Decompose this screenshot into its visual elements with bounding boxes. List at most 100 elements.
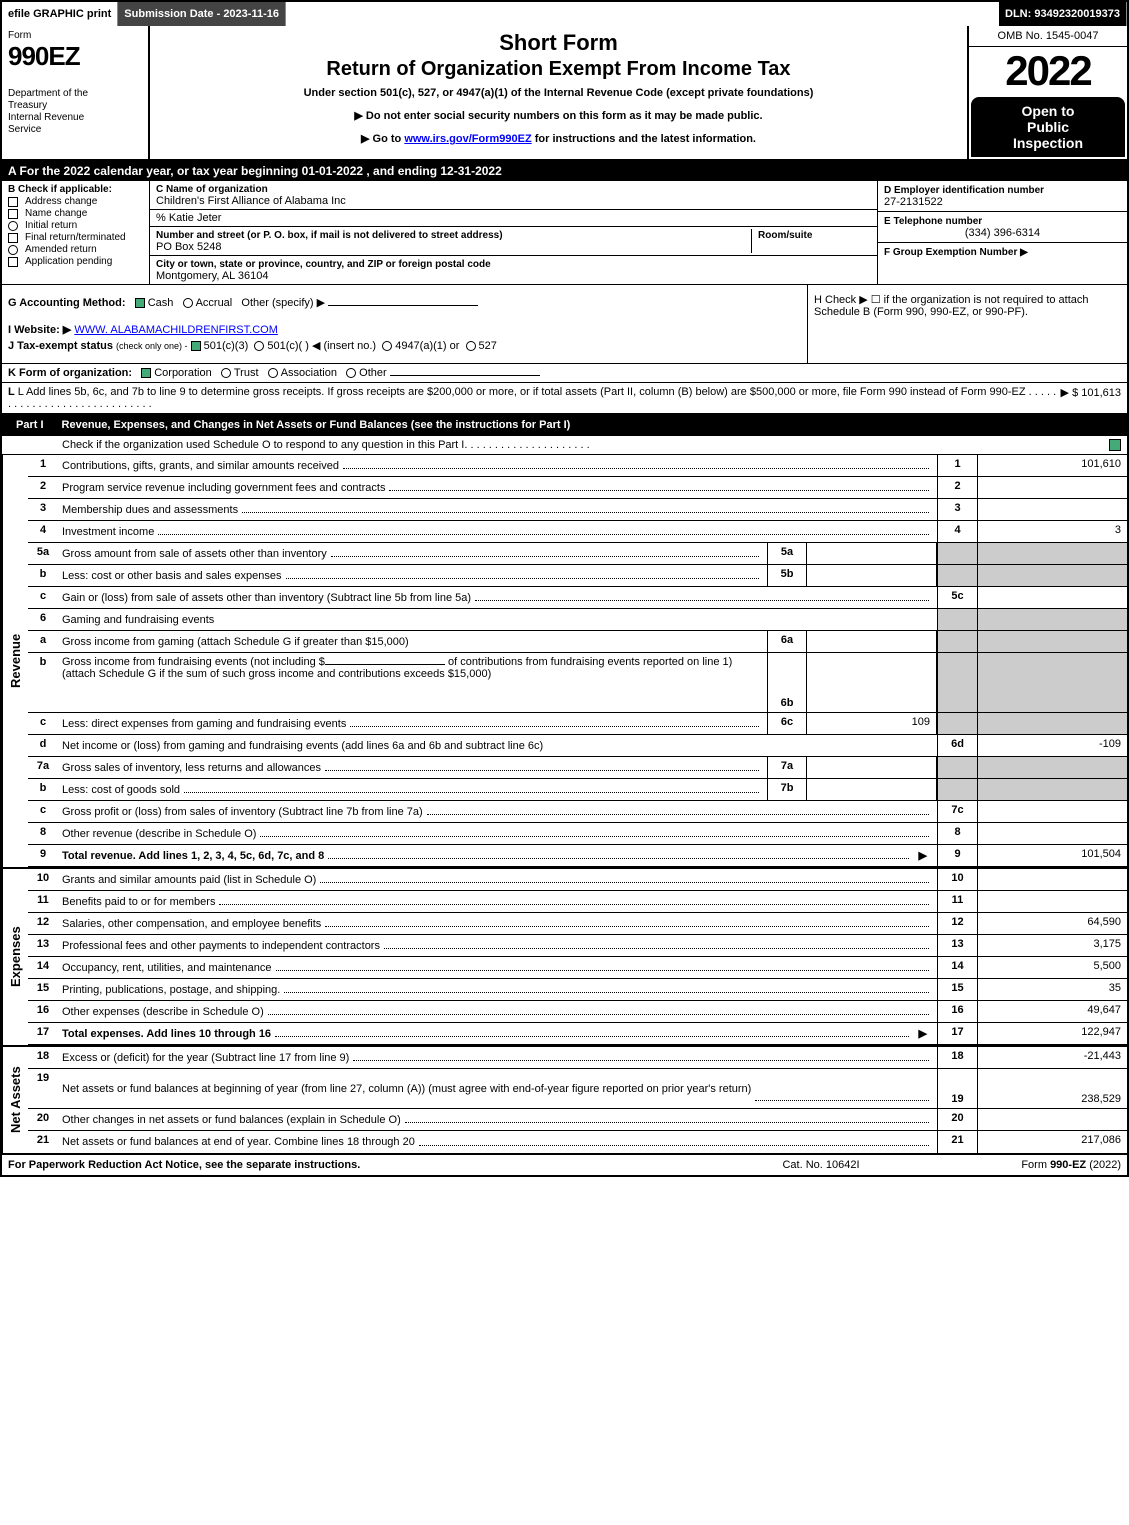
header-center: Short Form Return of Organization Exempt… [150,26,967,159]
net-assets-section: Net Assets 18Excess or (deficit) for the… [2,1045,1127,1153]
chk-association[interactable] [268,368,278,378]
subtitle: Under section 501(c), 527, or 4947(a)(1)… [158,87,959,99]
section-j: J Tax-exempt status (check only one) - 5… [8,339,801,352]
line-11-value [977,891,1127,912]
block-g-h-i-j: G Accounting Method: Cash Accrual Other … [2,285,1127,364]
revenue-side-label: Revenue [2,455,28,867]
line-19-value: 238,529 [977,1069,1127,1108]
dept-label: Department of theTreasuryInternal Revenu… [8,88,142,136]
chk-cash[interactable] [135,298,145,308]
header-left: Form 990EZ Department of theTreasuryInte… [2,26,150,159]
line-16-value: 49,647 [977,1001,1127,1022]
net-assets-side-label: Net Assets [2,1047,28,1153]
line-7c-value [977,801,1127,822]
section-b: B Check if applicable: Address change Na… [2,181,150,284]
ein-label: D Employer identification number [884,185,1044,196]
part-number: Part I [8,417,52,433]
chk-other[interactable] [346,368,356,378]
room-label: Room/suite [758,230,812,241]
dln-label: DLN: 93492320019373 [999,2,1127,26]
line-17-total-expenses: 122,947 [977,1023,1127,1044]
line-20-value [977,1109,1127,1130]
part-title: Revenue, Expenses, and Changes in Net As… [62,419,1121,431]
chk-application-pending[interactable] [8,257,18,267]
line-9-total-revenue: 101,504 [977,845,1127,866]
expenses-section: Expenses 10Grants and similar amounts pa… [2,867,1127,1045]
section-l: L L Add lines 5b, 6c, and 7b to line 9 t… [2,383,1127,414]
line-2-value [977,477,1127,498]
chk-initial-return[interactable] [8,221,18,231]
line-21-value: 217,086 [977,1131,1127,1153]
revenue-section: Revenue 1Contributions, gifts, grants, a… [2,455,1127,867]
footer-form-ref: Form 990-EZ (2022) [921,1159,1121,1171]
section-h: H Check ▶ ☐ if the organization is not r… [807,285,1127,363]
line-10-value [977,869,1127,890]
part-1-header: Part I Revenue, Expenses, and Changes in… [2,414,1127,436]
line-3-value [977,499,1127,520]
gross-receipts-amount: ▶ $ 101,613 [1061,386,1121,410]
section-d-e-f: D Employer identification number 27-2131… [877,181,1127,284]
phone-value: (334) 396-6314 [884,227,1121,239]
chk-501c3[interactable] [191,341,201,351]
ein-value: 27-2131522 [884,196,943,208]
section-c: C Name of organization Children's First … [150,181,877,284]
chk-4947[interactable] [382,341,392,351]
tax-year: 2022 [969,47,1127,95]
org-name-label: C Name of organization [156,184,268,195]
title-short-form: Short Form [158,30,959,56]
top-bar: efile GRAPHIC print Submission Date - 20… [2,2,1127,26]
line-13-value: 3,175 [977,935,1127,956]
group-exemption-label: F Group Exemption Number ▶ [884,247,1028,258]
note-goto: ▶ Go to www.irs.gov/Form990EZ for instru… [158,132,959,145]
header-right: OMB No. 1545-0047 2022 Open toPublicInsp… [967,26,1127,159]
footer-cat-no: Cat. No. 10642I [721,1159,921,1171]
footer-paperwork-notice: For Paperwork Reduction Act Notice, see … [8,1159,721,1171]
city-label: City or town, state or province, country… [156,259,491,270]
section-i: I Website: ▶ WWW. ALABAMACHILDRENFIRST.C… [8,323,801,336]
efile-label: efile GRAPHIC print [2,2,118,26]
chk-address-change[interactable] [8,197,18,207]
omb-number: OMB No. 1545-0047 [969,26,1127,47]
part-1-subtitle: Check if the organization used Schedule … [2,436,1127,455]
chk-corporation[interactable] [141,368,151,378]
chk-accrual[interactable] [183,298,193,308]
submission-date: Submission Date - 2023-11-16 [118,2,286,26]
form-990ez-document: efile GRAPHIC print Submission Date - 20… [0,0,1129,1177]
website-link[interactable]: WWW. ALABAMACHILDRENFIRST.COM [74,324,278,336]
line-12-value: 64,590 [977,913,1127,934]
line-6c-subvalue: 109 [807,713,937,734]
form-header: Form 990EZ Department of theTreasuryInte… [2,26,1127,161]
section-b-label: B Check if applicable: [8,184,143,195]
chk-name-change[interactable] [8,209,18,219]
chk-schedule-o[interactable] [1109,439,1121,451]
page-footer: For Paperwork Reduction Act Notice, see … [2,1153,1127,1175]
chk-final-return[interactable] [8,233,18,243]
note-ssn: ▶ Do not enter social security numbers o… [158,109,959,122]
chk-amended-return[interactable] [8,245,18,255]
section-k: K Form of organization: Corporation Trus… [2,364,1127,383]
form-label: Form [8,30,142,41]
open-public-badge: Open toPublicInspection [971,97,1125,157]
form-number: 990EZ [8,41,142,72]
section-g: G Accounting Method: Cash Accrual Other … [8,296,801,309]
line-1-value: 101,610 [977,455,1127,476]
line-5c-value [977,587,1127,608]
line-4-value: 3 [977,521,1127,542]
chk-trust[interactable] [221,368,231,378]
line-6d-value: -109 [977,735,1127,756]
title-return: Return of Organization Exempt From Incom… [158,58,959,81]
care-of: % Katie Jeter [150,210,877,227]
line-18-value: -21,443 [977,1047,1127,1068]
irs-link[interactable]: www.irs.gov/Form990EZ [404,133,531,145]
block-b-c-d: B Check if applicable: Address change Na… [2,181,1127,285]
section-a-tax-year: A For the 2022 calendar year, or tax yea… [2,161,1127,181]
city-state-zip: Montgomery, AL 36104 [156,270,269,282]
line-14-value: 5,500 [977,957,1127,978]
chk-527[interactable] [466,341,476,351]
org-name: Children's First Alliance of Alabama Inc [156,195,346,207]
street-address: PO Box 5248 [156,241,221,253]
phone-label: E Telephone number [884,216,982,227]
line-8-value [977,823,1127,844]
line-15-value: 35 [977,979,1127,1000]
chk-501c[interactable] [254,341,264,351]
